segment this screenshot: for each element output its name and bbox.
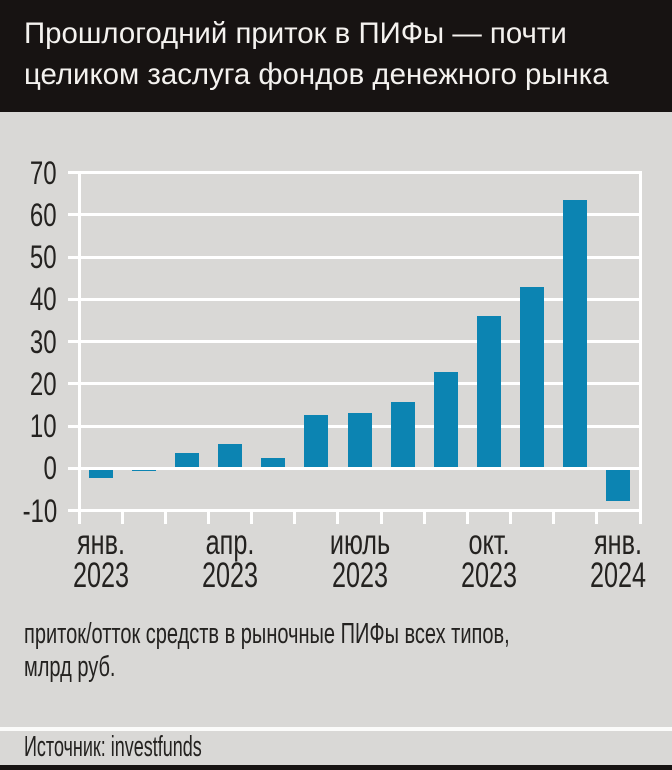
x-axis-label: янв. 2023 [72, 523, 129, 595]
x-axis-label-month: июль [329, 523, 390, 562]
gridline [68, 171, 640, 175]
footer-bar [0, 765, 672, 770]
y-axis-label: -10 [22, 492, 57, 529]
y-axis-label: 70 [30, 154, 57, 191]
x-axis-label-year: 2023 [201, 556, 259, 595]
chart-footnote: приток/отток средств в рыночные ПИФы все… [24, 618, 510, 684]
bar [261, 457, 286, 467]
bar [88, 469, 113, 479]
y-axis-label: 10 [30, 408, 57, 445]
x-axis-label: окт. 2023 [460, 523, 517, 595]
y-axis-label: 50 [30, 239, 57, 276]
page-title: Прошлогодний приток в ПИФы — почти целик… [24, 13, 609, 95]
x-axis-tick [206, 509, 210, 525]
bar [347, 413, 372, 467]
gridline [68, 509, 640, 513]
source-text: Источник: investfunds [24, 731, 202, 763]
x-axis-label-year: 2024 [590, 556, 647, 595]
x-axis-tick [336, 509, 340, 525]
bar [174, 453, 199, 467]
y-axis-label: 20 [30, 365, 57, 402]
x-axis-tick [509, 509, 513, 525]
header: Прошлогодний приток в ПИФы — почти целик… [0, 0, 672, 112]
bar [390, 402, 415, 467]
footnote-line-1: приток/отток средств в рыночные ПИФы все… [24, 618, 510, 650]
x-axis-label: янв. 2024 [590, 523, 647, 595]
x-axis-label-month: янв. [594, 523, 643, 562]
x-axis-label-year: 2023 [460, 556, 517, 595]
x-axis-label: июль 2023 [329, 523, 390, 595]
x-axis-tick [465, 509, 469, 525]
plot-right-border [638, 171, 642, 525]
bar [131, 469, 156, 471]
gridline [68, 297, 640, 301]
gridline [68, 255, 640, 259]
x-axis-tick [120, 509, 124, 525]
x-axis-label-year: 2023 [72, 556, 129, 595]
x-axis-label-month: окт. [468, 523, 510, 562]
x-axis-tick [422, 509, 426, 525]
x-axis-label: апр. 2023 [201, 523, 259, 595]
bar [520, 286, 545, 467]
x-axis-label-month: апр. [205, 523, 255, 562]
x-axis-label-year: 2023 [331, 556, 388, 595]
bar [563, 199, 588, 467]
y-axis-label: 40 [30, 281, 57, 318]
bar [606, 469, 631, 502]
bar [433, 371, 458, 467]
title-line-1: Прошлогодний приток в ПИФы — почти [24, 17, 567, 50]
gridline [68, 466, 640, 470]
y-axis-line [77, 171, 81, 525]
x-axis-tick [293, 509, 297, 525]
bar [476, 315, 501, 467]
y-axis-label: 60 [30, 196, 57, 233]
y-axis-label: 30 [30, 323, 57, 360]
bar [218, 444, 243, 467]
x-axis-tick [163, 509, 167, 525]
title-line-2: целиком заслуга фондов денежного рынка [24, 58, 609, 91]
x-axis-label-month: янв. [76, 523, 125, 562]
x-axis-tick [250, 509, 254, 525]
x-axis-tick [379, 509, 383, 525]
gridline [68, 340, 640, 344]
gridline [68, 213, 640, 217]
x-axis-tick [595, 509, 599, 525]
footnote-line-2: млрд руб. [24, 651, 116, 683]
x-axis-tick [552, 509, 556, 525]
bar [304, 414, 329, 467]
divider [0, 727, 672, 731]
y-axis-label: 0 [43, 450, 57, 487]
gridline [68, 382, 640, 386]
